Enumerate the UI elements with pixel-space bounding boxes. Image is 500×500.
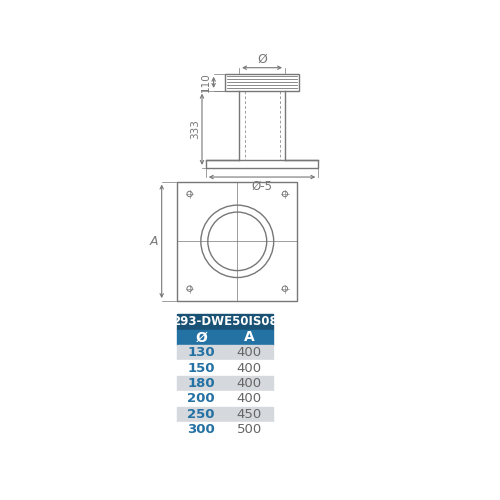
Bar [177, 422, 225, 438]
Bar [177, 360, 225, 376]
Bar [225, 422, 274, 438]
Text: Ø-5: Ø-5 [252, 180, 272, 192]
Bar [177, 391, 225, 406]
Bar [177, 182, 298, 301]
Text: 400: 400 [236, 392, 262, 406]
Text: 500: 500 [236, 423, 262, 436]
Bar [177, 376, 225, 391]
Bar [225, 74, 299, 91]
Text: 400: 400 [236, 346, 262, 359]
Text: A: A [150, 235, 158, 248]
Text: Ø: Ø [196, 330, 207, 344]
Bar [225, 330, 274, 345]
Bar [225, 376, 274, 391]
Bar [177, 406, 225, 422]
Text: 400: 400 [236, 362, 262, 374]
Text: 333: 333 [190, 120, 200, 139]
Text: 200: 200 [188, 392, 215, 406]
Bar [225, 360, 274, 376]
Text: 300: 300 [188, 423, 215, 436]
Text: A: A [244, 330, 254, 344]
Text: 110: 110 [202, 72, 211, 92]
Text: 293-DWE50IS08: 293-DWE50IS08 [172, 316, 278, 328]
Text: 400: 400 [236, 377, 262, 390]
Text: 150: 150 [188, 362, 215, 374]
Text: 180: 180 [188, 377, 215, 390]
Bar [225, 345, 274, 360]
Text: 250: 250 [188, 408, 215, 420]
Bar [206, 160, 318, 168]
Bar [225, 406, 274, 422]
Bar [177, 345, 225, 360]
Text: 130: 130 [188, 346, 215, 359]
Bar [177, 314, 274, 330]
Bar [225, 391, 274, 406]
Text: Ø: Ø [257, 53, 267, 66]
Bar [177, 330, 225, 345]
Text: 450: 450 [236, 408, 262, 420]
